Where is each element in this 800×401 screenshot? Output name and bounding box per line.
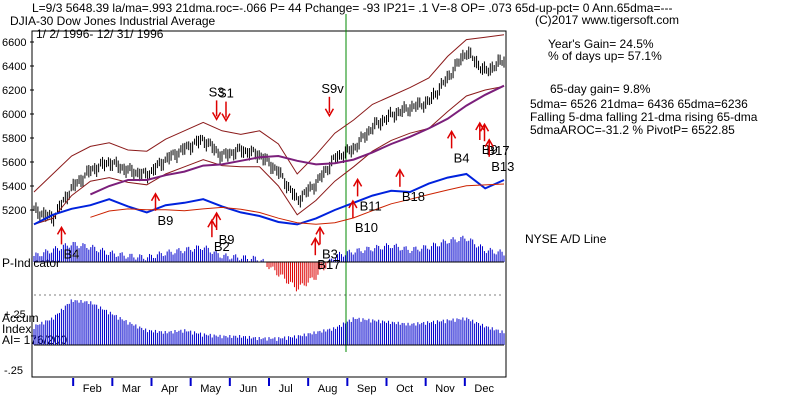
ad-ma-line (90, 183, 505, 225)
y-tick-label: 6200 (2, 85, 26, 97)
ad-line (33, 172, 505, 226)
buy-arrow-head (150, 192, 161, 202)
p-indicator-bars (33, 235, 505, 292)
buy-arrow-head (348, 199, 358, 209)
month-label: May (200, 383, 221, 395)
pct-days-up: % of days up= 57.1% (548, 49, 662, 63)
index-label: Index (2, 322, 31, 336)
ma65-line (89, 84, 505, 196)
signal-label: B4 (64, 246, 80, 261)
y-tick-label: 5800 (2, 133, 26, 145)
signal-label: B9 (158, 213, 174, 228)
month-label: Apr (161, 383, 178, 395)
copyright: (C)2017 www.tigersoft.com (535, 13, 679, 27)
buy-arrow-head (479, 122, 490, 132)
y-tick-label: 5600 (2, 157, 26, 169)
buy-arrow-head (446, 129, 457, 139)
accum-tick-plus: +.25 (4, 309, 26, 321)
month-label: Nov (435, 383, 455, 395)
aroc-pivot: 5dmaAROC=-31.2 % PivotP= 6522.85 (530, 123, 735, 137)
signal-label: B11 (360, 198, 382, 213)
price-bars (33, 46, 505, 227)
signal-label: B9 (219, 232, 235, 247)
buy-arrow-head (352, 177, 363, 187)
buy-arrow-head (484, 138, 494, 148)
years-gain: Year's Gain= 24.5% (548, 37, 654, 51)
header-line-1: L=9/3 5648.39 la/ma=.993 21dma.roc=-.066… (32, 1, 672, 15)
signal-label: S1 (218, 86, 234, 101)
signal-label: B4 (454, 150, 470, 165)
month-label: Jul (279, 383, 293, 395)
signal-label: B13 (491, 159, 514, 174)
y-tick-label: 6600 (2, 37, 26, 49)
signal-label: S3 (209, 84, 225, 99)
buy-arrow-head (395, 168, 405, 178)
sell-arrow-head (221, 113, 231, 123)
y-tick-label: 5400 (2, 181, 26, 193)
dma-trend: Falling 5-dma falling 21-dma rising 65-d… (530, 110, 758, 124)
month-label: Jun (239, 383, 257, 395)
y-tick-label: 5200 (2, 205, 26, 217)
header-date-range: 1/ 2/ 1996- 12/ 31/ 1996 (36, 27, 164, 41)
accum-tick-minus: -.25 (4, 365, 23, 377)
gain-65d: 65-day gain= 9.8% (550, 82, 651, 96)
buy-arrow-head (310, 236, 320, 246)
signal-label: B18 (402, 189, 425, 204)
sell-arrow-head (211, 112, 222, 121)
y-tick-label: 6000 (2, 109, 26, 121)
buy-arrow-head (207, 218, 217, 228)
buy-arrow-head (56, 225, 67, 235)
x-axis-months: Feb Mar Apr May Jun Jul Aug Sep Oct Nov Dec (72, 378, 494, 395)
ai-label: AI= 176/200 (2, 333, 67, 347)
signal-markers: B4B9B9B2S3S1B3B17S9vB11B10B18B4B9B17B13 (56, 81, 514, 272)
upper-band-line (33, 34, 505, 193)
ad-line-label: NYSE A/D Line (525, 232, 607, 246)
plot-frame (31, 30, 507, 378)
signal-label: B2 (214, 239, 230, 254)
y-axis-ticks: 5200 5400 5600 5800 6000 6200 6400 6600 (2, 37, 34, 217)
lower-band-line (33, 85, 505, 225)
accum-label: Accum (2, 311, 39, 325)
month-label: Feb (83, 383, 102, 395)
sell-arrow-head (324, 108, 335, 118)
month-label: Oct (396, 383, 413, 395)
accum-index-bars (33, 294, 505, 346)
buy-arrow-head (315, 225, 325, 235)
header-title: DJIA-30 Dow Jones Industrial Average (10, 14, 216, 28)
month-label: Mar (122, 383, 141, 395)
signal-label: B17 (487, 143, 510, 158)
signal-label: B10 (355, 220, 378, 235)
month-label: Sep (357, 383, 377, 395)
month-label: Dec (474, 383, 494, 395)
buy-arrow-head (211, 211, 222, 221)
series-lines (33, 34, 505, 226)
month-label: Aug (318, 383, 338, 395)
signal-label: S9v (321, 81, 344, 96)
signal-label: B17 (317, 257, 340, 272)
y-tick-label: 6400 (2, 61, 26, 73)
dma-values: 5dma= 6526 21dma= 6436 65dma=6236 (530, 97, 748, 111)
signal-label: B3 (322, 246, 338, 261)
